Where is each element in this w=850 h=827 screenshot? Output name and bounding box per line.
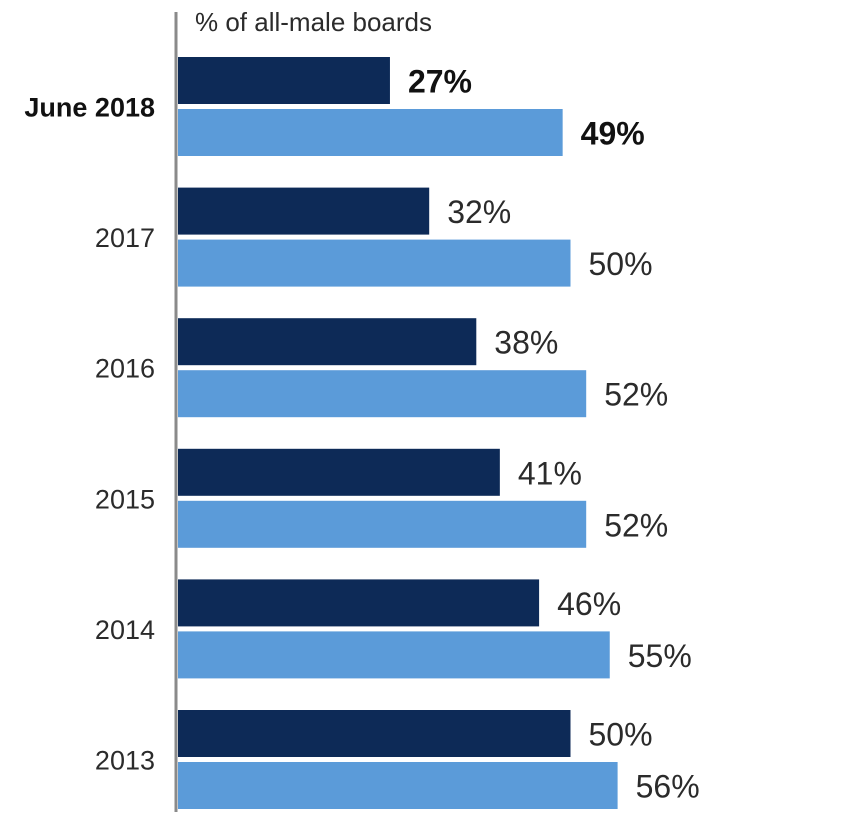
category-label: June 2018 bbox=[24, 93, 155, 123]
axis-title: % of all-male boards bbox=[195, 7, 432, 37]
category-label: 2017 bbox=[95, 223, 155, 253]
data-label: 38% bbox=[494, 325, 558, 361]
bars-layer: June 2018 27% 49% 2017 32% 50% 2016 38% 52% 2015 4… bbox=[24, 57, 700, 809]
bar bbox=[178, 239, 571, 287]
bar bbox=[178, 448, 500, 496]
bar bbox=[178, 187, 430, 235]
category-label: 2016 bbox=[95, 354, 155, 384]
bar bbox=[178, 500, 587, 548]
data-label: 50% bbox=[589, 246, 653, 282]
category-label: 2013 bbox=[95, 746, 155, 776]
data-label: 49% bbox=[581, 116, 645, 152]
data-label: 52% bbox=[604, 377, 668, 413]
bar bbox=[178, 109, 563, 156]
bar bbox=[178, 579, 540, 627]
data-label: 41% bbox=[518, 455, 582, 491]
bar bbox=[178, 631, 610, 679]
bar bbox=[178, 370, 587, 418]
data-label: 32% bbox=[447, 194, 511, 230]
data-label: 52% bbox=[604, 507, 668, 543]
bar bbox=[178, 318, 477, 366]
data-label: 27% bbox=[408, 64, 472, 100]
category-label: 2014 bbox=[95, 615, 155, 645]
data-label: 50% bbox=[589, 717, 653, 753]
bar bbox=[178, 710, 571, 757]
bar bbox=[178, 762, 618, 809]
data-label: 55% bbox=[628, 638, 692, 674]
category-label: 2015 bbox=[95, 484, 155, 514]
data-label: 56% bbox=[636, 769, 700, 805]
data-label: 46% bbox=[557, 586, 621, 622]
bar bbox=[178, 57, 390, 104]
